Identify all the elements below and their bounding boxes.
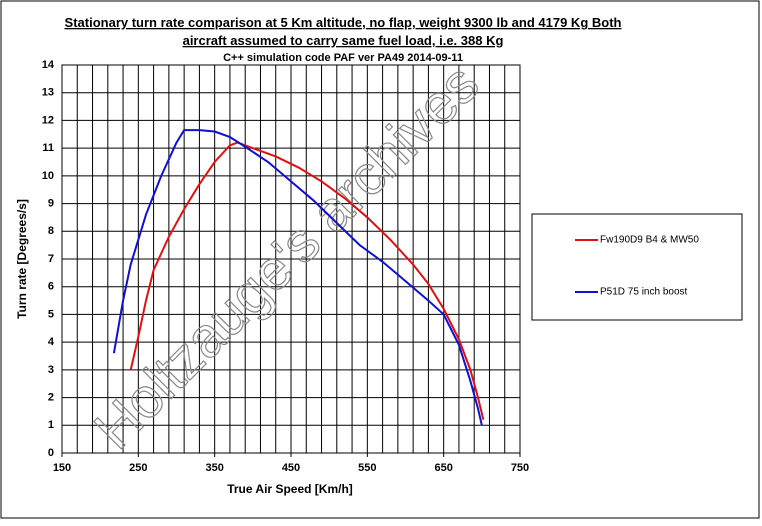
y-tick-label: 9 — [48, 197, 54, 209]
y-tick-label: 7 — [48, 253, 54, 265]
chart-subtitle: C++ simulation code PAF ver PA49 2014-09… — [223, 52, 463, 64]
y-tick-label: 0 — [48, 447, 54, 459]
x-tick-label: 550 — [358, 462, 376, 474]
y-tick-label: 5 — [48, 308, 54, 320]
y-tick-label: 12 — [42, 114, 54, 126]
series-line — [129, 141, 485, 420]
y-tick-label: 1 — [48, 419, 54, 431]
y-tick-label: 14 — [42, 59, 55, 71]
legend-label: Fw190D9 B4 & MW50 — [600, 235, 699, 246]
y-tick-label: 3 — [48, 364, 54, 376]
y-axis-label: Turn rate [Degrees/s] — [15, 199, 29, 319]
y-tick-label: 4 — [48, 336, 55, 348]
x-tick-label: 750 — [511, 462, 529, 474]
chart-title: Stationary turn rate comparison at 5 Km … — [65, 15, 622, 30]
y-tick-label: 11 — [42, 142, 54, 154]
y-tick-label: 10 — [42, 170, 54, 182]
series-line — [112, 129, 483, 426]
x-tick-label: 250 — [129, 462, 147, 474]
y-tick-label: 8 — [48, 225, 54, 237]
y-tick-label: 13 — [42, 87, 54, 99]
x-tick-label: 350 — [205, 462, 223, 474]
x-axis-label: True Air Speed [Km/h] — [227, 482, 353, 496]
y-tick-label: 6 — [48, 281, 54, 293]
x-tick-label: 450 — [282, 462, 300, 474]
y-tick-label: 2 — [48, 391, 54, 403]
chart-title: aircraft assumed to carry same fuel load… — [183, 33, 504, 48]
x-tick-label: 150 — [53, 462, 71, 474]
legend — [531, 213, 743, 321]
x-tick-label: 650 — [434, 462, 452, 474]
legend-label: P51D 75 inch boost — [600, 287, 688, 298]
